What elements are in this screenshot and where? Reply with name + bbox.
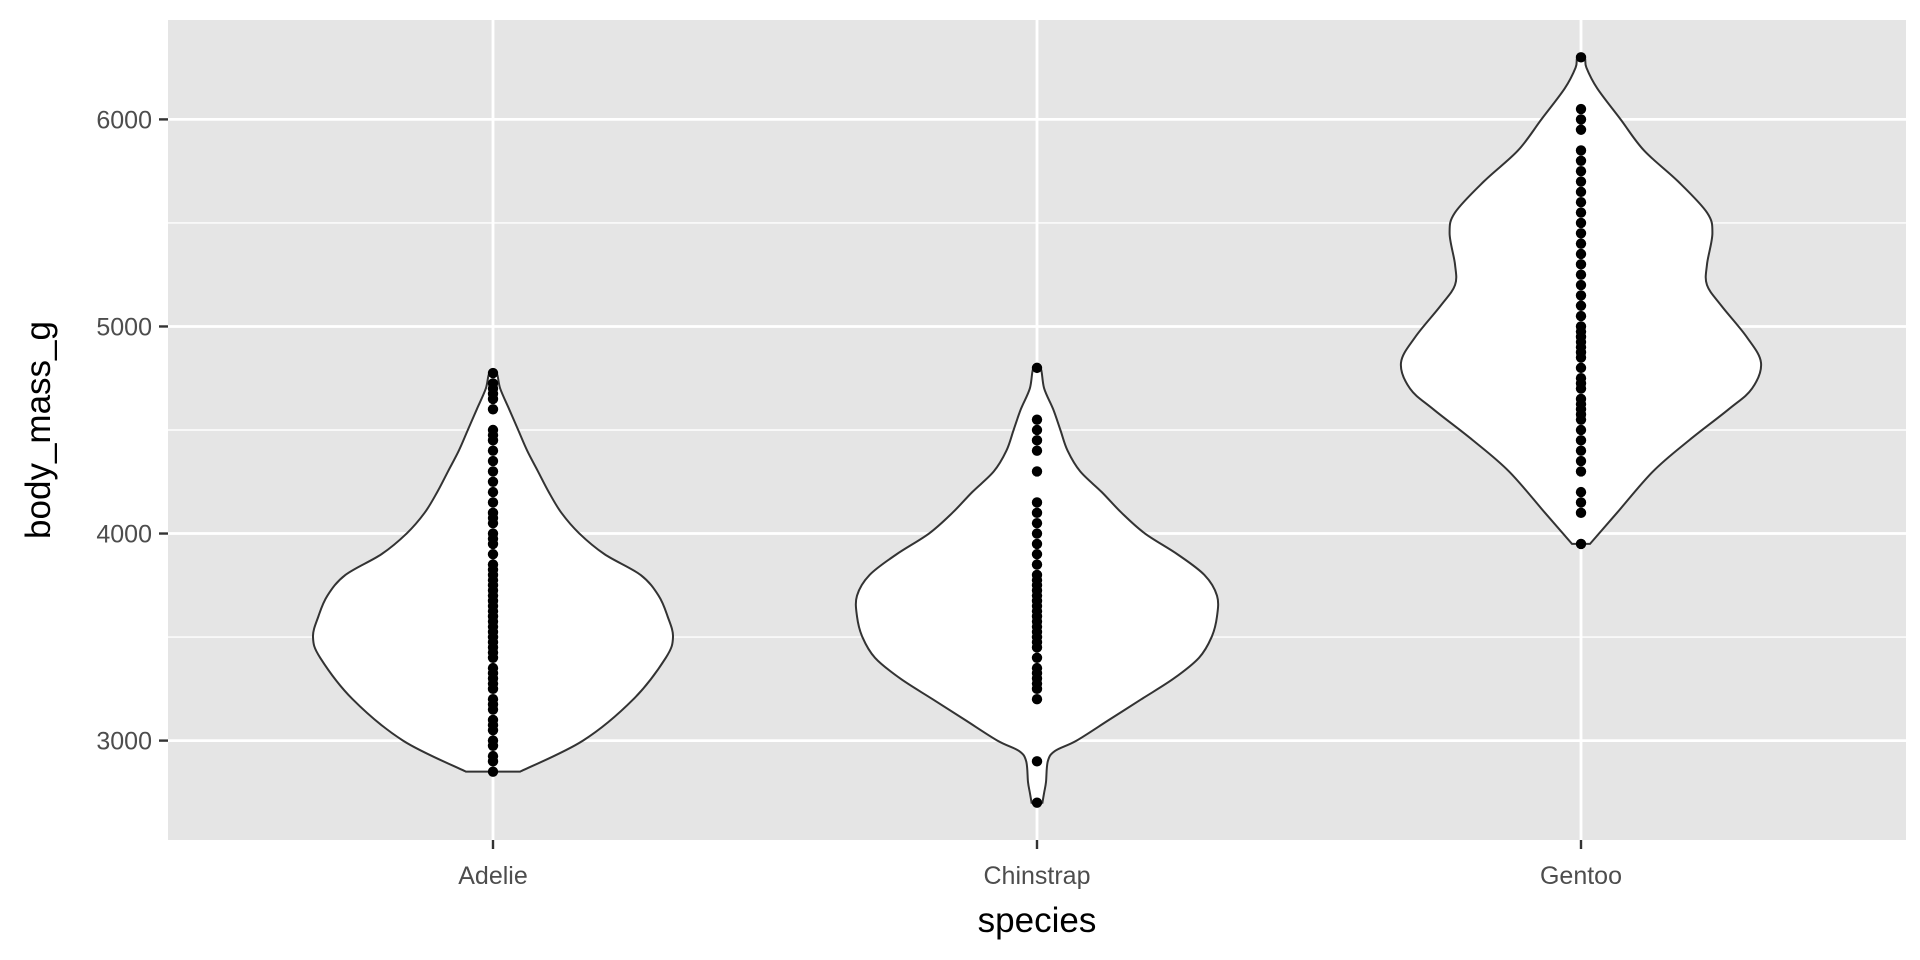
data-point-adelie <box>487 507 499 519</box>
data-point-gentoo <box>1575 321 1587 332</box>
y-axis: 3000 4000 5000 6000 <box>96 106 168 756</box>
data-point-gentoo <box>1575 466 1587 477</box>
data-point-gentoo <box>1575 176 1587 187</box>
data-point-adelie <box>487 367 499 379</box>
data-point-adelie <box>487 445 499 456</box>
data-point-gentoo <box>1575 259 1587 270</box>
data-point-gentoo <box>1575 497 1587 508</box>
y-axis-title: body_mass_g <box>19 321 58 539</box>
data-points <box>487 52 1587 808</box>
data-point-adelie <box>487 497 499 508</box>
data-point-adelie <box>487 424 499 436</box>
data-point-gentoo <box>1575 103 1587 115</box>
data-point-gentoo <box>1575 217 1587 229</box>
data-point-adelie <box>487 559 499 570</box>
data-point-chinstrap <box>1031 362 1043 374</box>
x-tick-label-adelie: Adelie <box>458 862 528 890</box>
data-point-adelie <box>487 378 499 389</box>
data-point-gentoo <box>1575 445 1587 456</box>
data-point-adelie <box>487 528 499 539</box>
data-point-gentoo <box>1575 435 1587 446</box>
y-tick-label: 5000 <box>96 313 152 341</box>
data-point-gentoo <box>1575 186 1587 198</box>
data-point-chinstrap <box>1031 652 1043 663</box>
data-point-gentoo <box>1575 486 1587 498</box>
data-point-gentoo <box>1575 228 1587 239</box>
data-point-gentoo <box>1575 455 1587 467</box>
data-point-adelie <box>487 750 499 762</box>
data-point-chinstrap <box>1031 559 1043 570</box>
data-point-chinstrap <box>1031 756 1043 767</box>
data-point-chinstrap <box>1031 662 1043 674</box>
data-point-gentoo <box>1575 393 1587 405</box>
x-tick-label-gentoo: Gentoo <box>1540 862 1622 890</box>
data-point-gentoo <box>1575 197 1587 208</box>
data-point-gentoo <box>1575 362 1587 374</box>
data-point-gentoo <box>1575 155 1587 167</box>
data-point-adelie <box>487 466 499 477</box>
data-point-chinstrap <box>1031 497 1043 508</box>
data-point-adelie <box>487 693 499 705</box>
data-point-chinstrap <box>1031 466 1043 477</box>
data-point-gentoo <box>1575 290 1587 301</box>
y-tick-label: 6000 <box>96 106 152 134</box>
data-point-chinstrap <box>1031 424 1043 436</box>
data-point-gentoo <box>1575 52 1587 63</box>
data-point-chinstrap <box>1031 797 1043 808</box>
data-point-adelie <box>487 766 499 777</box>
data-point-adelie <box>487 714 499 726</box>
data-point-adelie <box>487 476 499 487</box>
data-point-gentoo <box>1575 279 1587 291</box>
y-tick-label: 4000 <box>96 521 152 549</box>
data-point-adelie <box>487 455 499 467</box>
data-point-gentoo <box>1575 424 1587 436</box>
data-point-gentoo <box>1575 538 1587 550</box>
x-axis: Adelie Chinstrap Gentoo <box>458 840 1622 890</box>
data-point-gentoo <box>1575 238 1587 249</box>
data-point-gentoo <box>1575 507 1587 519</box>
x-tick-label-chinstrap: Chinstrap <box>984 862 1091 890</box>
data-point-gentoo <box>1575 114 1587 125</box>
data-point-gentoo <box>1575 145 1587 156</box>
data-point-chinstrap <box>1031 445 1043 456</box>
data-point-gentoo <box>1575 207 1587 218</box>
data-point-adelie <box>487 549 499 560</box>
data-point-gentoo <box>1575 373 1587 384</box>
data-point-adelie <box>487 486 499 498</box>
data-point-adelie <box>487 662 499 674</box>
data-point-chinstrap <box>1031 517 1043 529</box>
data-point-gentoo <box>1575 248 1587 260</box>
data-point-chinstrap <box>1031 528 1043 539</box>
x-axis-title: species <box>978 901 1097 940</box>
data-point-chinstrap <box>1031 507 1043 519</box>
data-point-gentoo <box>1575 300 1587 311</box>
data-point-adelie <box>487 735 499 746</box>
data-point-chinstrap <box>1031 414 1043 425</box>
data-point-gentoo <box>1575 124 1587 135</box>
data-point-chinstrap <box>1031 435 1043 446</box>
data-point-gentoo <box>1575 269 1587 280</box>
data-point-chinstrap <box>1031 693 1043 705</box>
data-point-gentoo <box>1575 165 1587 177</box>
data-point-chinstrap <box>1031 549 1043 560</box>
data-point-adelie <box>487 404 499 415</box>
data-point-chinstrap <box>1031 569 1043 581</box>
data-point-chinstrap <box>1031 538 1043 550</box>
data-point-gentoo <box>1575 310 1587 322</box>
y-tick-label: 3000 <box>96 728 152 756</box>
